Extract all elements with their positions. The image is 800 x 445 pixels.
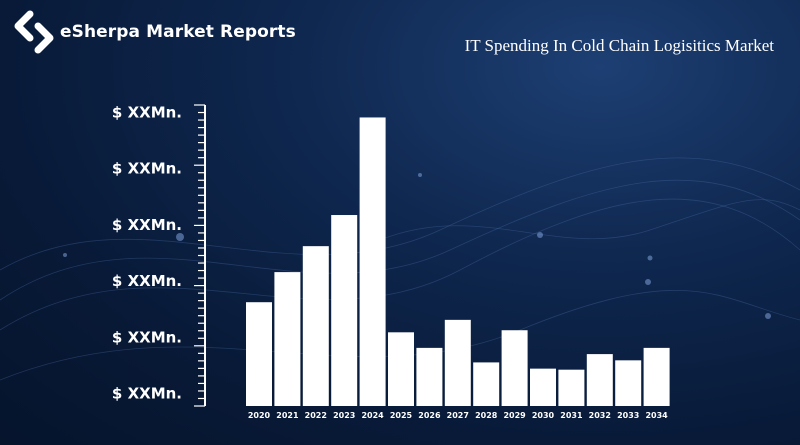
- x-tick-label: 2027: [447, 411, 469, 420]
- bar-2030: [530, 368, 556, 406]
- bar-2033: [615, 360, 642, 406]
- x-tick-label: 2028: [475, 411, 498, 420]
- x-tick-label: 2020: [248, 411, 271, 420]
- x-tick-label: 2022: [305, 411, 327, 420]
- x-tick-label: 2024: [361, 411, 384, 420]
- bars: [246, 117, 670, 406]
- y-tick-label: $ XXMn.: [112, 328, 182, 346]
- bar-2028: [473, 362, 500, 406]
- bar-2024: [359, 117, 386, 406]
- y-tick-label: $ XXMn.: [112, 216, 182, 234]
- y-axis-labels: $ XXMn. $ XXMn. $ XXMn. $ XXMn. $ XXMn. $ XXM…: [112, 104, 182, 403]
- brand: eSherpa Market Reports: [10, 10, 296, 54]
- bar-2021: [274, 272, 301, 406]
- brand-name: eSherpa Market Reports: [60, 22, 296, 42]
- bar-2022: [302, 246, 329, 406]
- bar-2026: [416, 347, 443, 406]
- x-tick-label: 2029: [503, 411, 526, 420]
- chart-title: IT Spending In Cold Chain Logisitics Mar…: [464, 36, 774, 55]
- x-tick-label: 2033: [617, 411, 639, 420]
- x-tick-label: 2025: [390, 411, 413, 420]
- bar-2020: [246, 302, 272, 406]
- x-tick-label: 2031: [560, 411, 583, 420]
- x-axis-labels: 2020 2021 2022 2023 2024 2025 2026 2027 2028 2029…: [248, 411, 668, 420]
- x-tick-label: 2034: [645, 411, 668, 420]
- x-tick-label: 2030: [532, 411, 555, 420]
- bar-2029: [501, 330, 528, 406]
- x-tick-label: 2023: [333, 411, 355, 420]
- x-tick-label: 2032: [589, 411, 611, 420]
- x-tick-label: 2021: [276, 411, 299, 420]
- y-tick-label: $ XXMn.: [112, 272, 182, 290]
- bar-2031: [558, 369, 585, 406]
- y-tick-label: $ XXMn.: [112, 104, 182, 122]
- bar-2023: [331, 215, 358, 406]
- esherpa-logo-icon: [14, 10, 54, 54]
- y-axis-ticks: [194, 104, 206, 407]
- bar-2032: [586, 354, 613, 406]
- bar-2034: [643, 347, 670, 406]
- bar-2027: [444, 319, 471, 406]
- y-tick-label: $ XXMn.: [112, 160, 182, 178]
- bar-2025: [388, 332, 414, 406]
- x-tick-label: 2026: [418, 411, 441, 420]
- y-tick-label: $ XXMn.: [112, 385, 182, 403]
